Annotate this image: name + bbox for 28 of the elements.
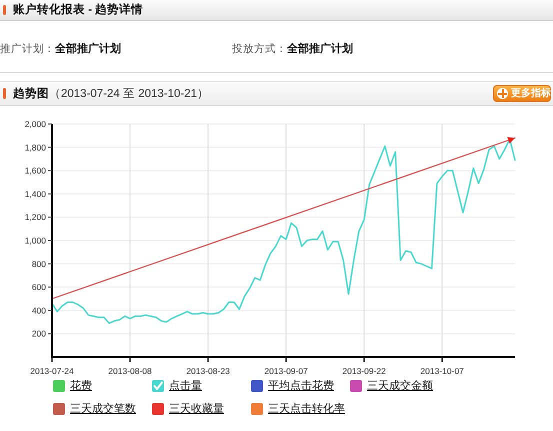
legend-label: 三天收藏量 xyxy=(169,403,224,416)
text: 投放方式：全部推广计划 xyxy=(232,43,353,55)
legend-label: 点击量 xyxy=(169,380,202,393)
y-tick-label: 200 xyxy=(32,328,46,339)
legend-label: 三天成交金额 xyxy=(367,380,433,393)
y-tick-label: 400 xyxy=(32,305,46,316)
legend-label: 平均点击花费 xyxy=(268,380,334,393)
y-tick-label: 1,800 xyxy=(24,142,46,152)
legend-label: 花费 xyxy=(70,380,92,393)
button: 更多指标 xyxy=(493,85,551,102)
y-tick-label: 1,600 xyxy=(24,166,46,176)
chart-title: 账户转化报表 - 趋势详情 xyxy=(13,3,144,17)
y-tick-label: 1,000 xyxy=(24,236,46,246)
y-tick-label: 1,400 xyxy=(24,188,46,199)
text: 推广计划：全部推广计划 xyxy=(0,43,121,55)
chart-subtitle: 趋势图（2013-07-24 至 2013-10-21） xyxy=(13,88,210,100)
y-tick-label: 800 xyxy=(32,258,46,269)
x-tick-label: 2013-09-22 xyxy=(342,366,386,376)
x-tick-label: 2013-08-08 xyxy=(108,366,152,376)
y-tick-label: 600 xyxy=(32,282,46,292)
y-tick-label: 2,000 xyxy=(24,119,46,129)
x-tick-label: 2013-10-07 xyxy=(420,366,464,376)
legend-label: 三天成交笔数 xyxy=(70,403,136,416)
x-tick-label: 2013-08-23 xyxy=(186,366,230,376)
legend-label: 三天点击转化率 xyxy=(268,403,345,416)
x-tick-label: 2013-07-24 xyxy=(30,366,74,376)
x-tick-label: 2013-09-07 xyxy=(264,366,308,376)
y-tick-label: 1,200 xyxy=(24,212,46,222)
